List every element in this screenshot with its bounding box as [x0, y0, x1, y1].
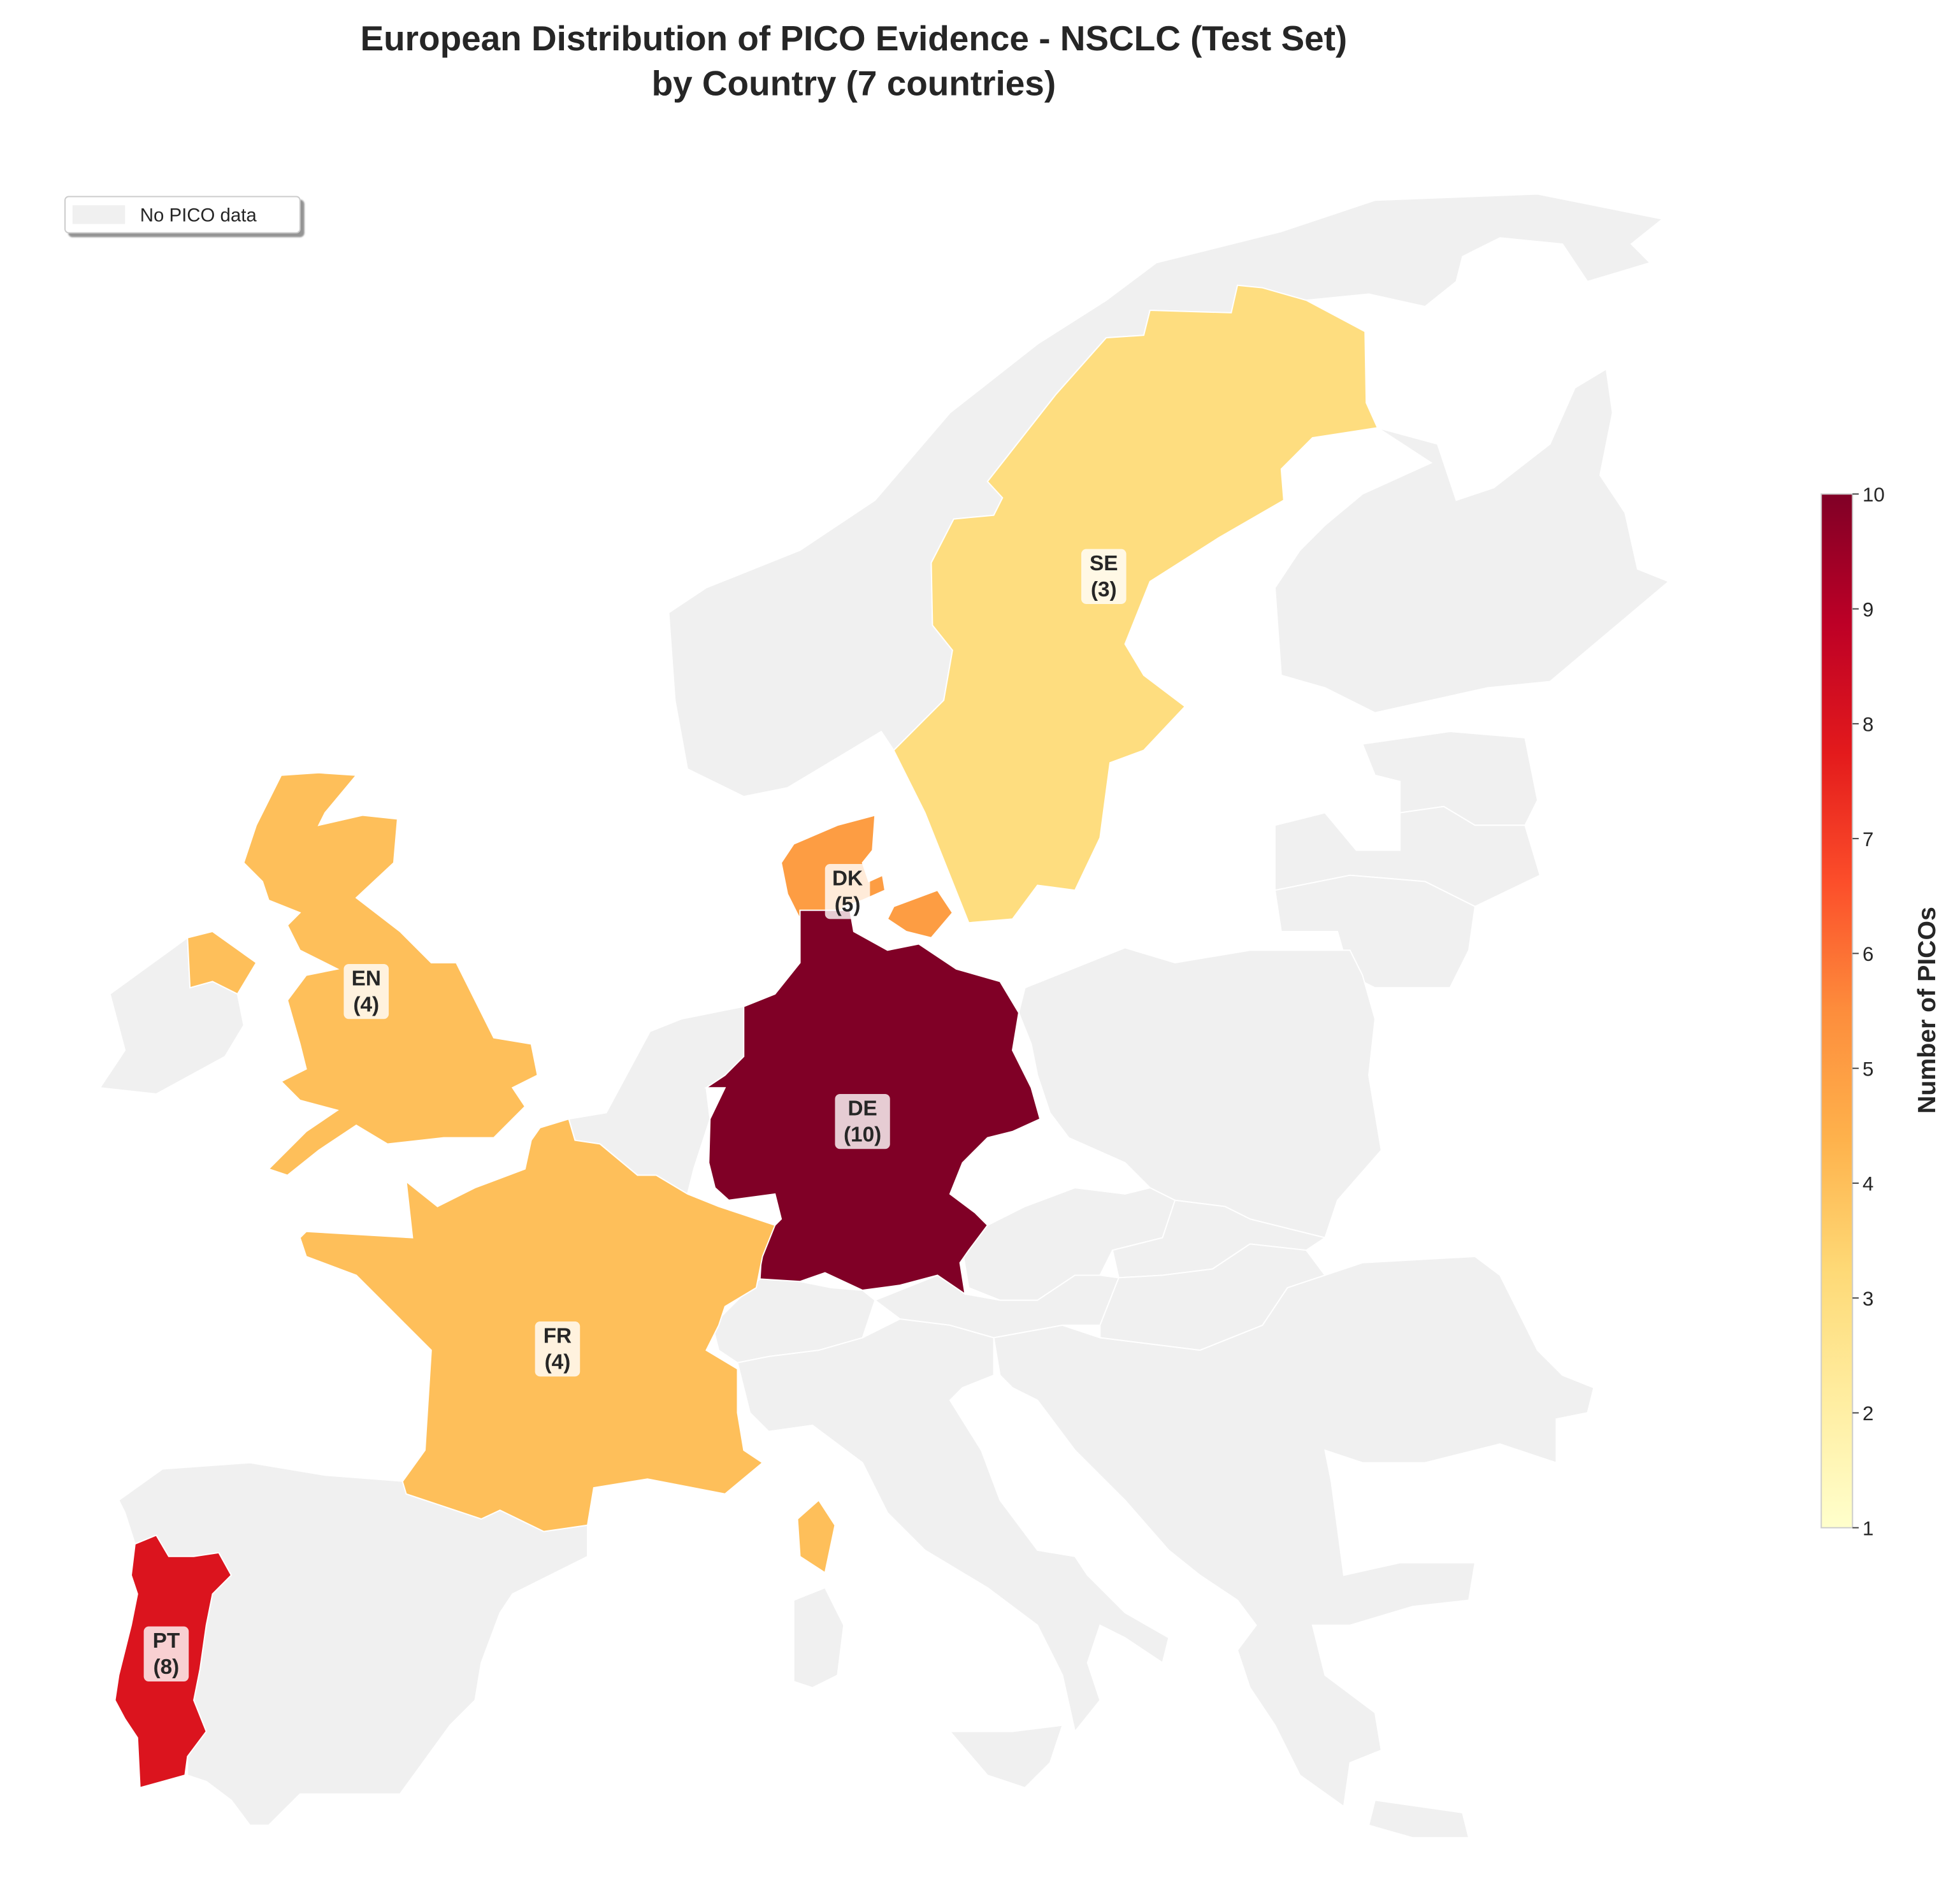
colorbar-tick-label: 4	[1863, 1173, 1873, 1195]
country-label: PT(8)	[143, 1626, 189, 1681]
colorbar-tick-label: 6	[1863, 943, 1873, 965]
lithuania	[1274, 874, 1476, 989]
label-box	[825, 864, 870, 919]
value-label: (10)	[844, 1123, 881, 1147]
country-code: SE	[1090, 552, 1118, 575]
country-region	[893, 284, 1379, 924]
country-region	[886, 889, 954, 939]
country-label: EN (4)	[343, 963, 389, 1019]
sicily	[948, 1724, 1063, 1789]
colorbar-tick-label: 9	[1863, 598, 1873, 621]
country-code: FR	[544, 1324, 572, 1348]
label-box	[1081, 549, 1127, 604]
finland	[1274, 368, 1670, 714]
country-code: DE	[847, 1097, 877, 1120]
country-label: DK (5)	[825, 864, 870, 919]
value-label: (4)	[545, 1351, 571, 1374]
label-box	[535, 1321, 580, 1377]
colorbar: Number of PICOs 1 2 3 4 5 6 7 8 9 10	[1820, 484, 1941, 1539]
legend: No PICO data	[64, 196, 301, 234]
no-data-countries	[99, 193, 1670, 1839]
label-box	[143, 1626, 189, 1681]
colorbar-tick-label: 5	[1863, 1058, 1873, 1080]
value-label: (4)	[353, 993, 379, 1017]
colorbar-tick-label: 10	[1863, 484, 1885, 506]
country-region	[187, 930, 257, 995]
colorbar-tick-label: 7	[1863, 828, 1873, 851]
chart-subtitle: by Country (7 countries)	[652, 64, 1056, 103]
legend-label: No PICO data	[140, 205, 257, 226]
colorbar-tick-label: 8	[1863, 714, 1873, 736]
crete	[1367, 1799, 1470, 1839]
colorbar-bar	[1820, 493, 1854, 1529]
legend-patch	[72, 205, 126, 224]
italy	[737, 1318, 1170, 1733]
chart-title: European Distribution of PICO Evidence -…	[361, 18, 1348, 58]
country-labels: SE (3) DK (5) EN (4) DE (10) FR (4) PT(8)	[143, 549, 1127, 1681]
label-box	[343, 963, 389, 1019]
country-region	[796, 1499, 836, 1574]
colorbar-tick-label: 1	[1863, 1517, 1873, 1539]
country-code: DK	[832, 867, 863, 890]
country-label: FR (4)	[535, 1321, 580, 1377]
country-label: SE (3)	[1081, 549, 1127, 604]
colorbar-tick-label: 2	[1863, 1402, 1873, 1425]
colorbar-label: Number of PICOs	[1913, 907, 1941, 1114]
value-label: (3)	[1091, 578, 1117, 601]
value-label: (8)	[154, 1655, 180, 1679]
colorbar-tick-label: 3	[1863, 1288, 1873, 1310]
country-label: DE (10)	[835, 1093, 890, 1149]
country-code: EN	[352, 967, 381, 990]
sardinia	[793, 1587, 845, 1688]
label-box	[835, 1093, 890, 1149]
balkans	[993, 1256, 1595, 1808]
country-region	[243, 772, 538, 1176]
country-code: PT	[153, 1629, 180, 1653]
value-label: (5)	[835, 893, 861, 917]
